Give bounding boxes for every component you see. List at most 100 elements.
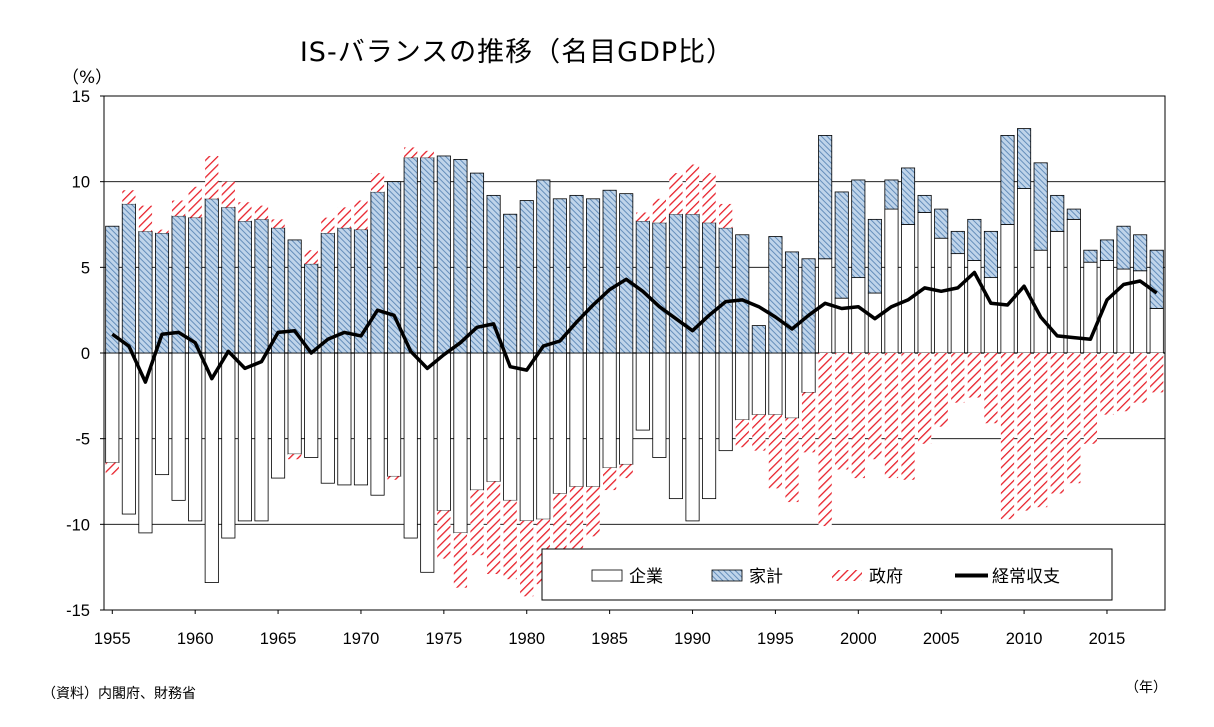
bar-household [884,179,899,210]
bar-household [901,167,916,225]
y-tick-label: -10 [66,516,90,534]
legend-swatch-corporate [591,569,623,582]
bar-household [1050,194,1065,232]
bar-household [436,155,451,354]
bar-government [387,476,401,480]
x-tick-label: 2010 [1006,630,1043,648]
bar-household [967,218,982,261]
bar-government [420,150,434,158]
x-tick-label: 1995 [757,630,794,648]
bar-government [735,419,749,448]
y-tick-label: 0 [81,345,90,363]
bar-corporate [801,352,816,393]
bar-household [1017,128,1032,189]
bar-household [403,157,418,354]
legend-box [541,548,1113,601]
bar-household [950,230,965,255]
bar-corporate [237,352,252,522]
bar-government [1150,353,1164,393]
x-tick-label: 1985 [591,630,628,648]
bar-corporate [121,352,136,515]
bar-corporate [768,352,783,416]
bar-household [138,230,153,354]
bar-corporate [1116,268,1131,354]
bar-household [304,263,319,354]
bar-household [668,213,683,354]
bar-corporate [917,212,932,354]
bar-corporate [934,237,949,354]
bar-corporate [486,352,501,482]
bar-government [470,490,484,556]
bars [105,128,1164,597]
bar-corporate [221,352,236,539]
bar-corporate [436,352,451,512]
y-axis-ticks: 15 10 5 0 -5 -10 -15 [66,88,104,620]
bar-government [984,353,998,424]
bar-household [503,213,518,354]
bar-government [934,353,948,427]
bar-corporate [271,352,286,479]
bar-government [553,493,567,552]
bar-corporate [387,352,402,477]
bar-corporate [403,352,418,539]
bar-corporate [353,352,368,486]
bar-corporate [1149,308,1164,354]
bar-household [702,222,717,354]
bar-government [917,353,932,444]
bar-government [370,173,385,192]
bar-corporate [1066,218,1081,354]
legend: 企業 家計 政府 経常収支 [541,548,1113,601]
bar-corporate [1000,224,1015,354]
bar-corporate [884,208,899,354]
bar-household [1133,234,1148,272]
x-tick-label: 2005 [923,630,960,648]
bar-household [1066,208,1081,220]
bar-household [801,258,816,354]
bar-household [1149,249,1164,309]
bar-government [486,481,501,575]
bar-corporate [751,352,766,416]
bar-corporate [652,352,667,458]
y-tick-label: -15 [66,602,90,620]
bar-household [469,172,485,354]
x-axis-ticks: 1955 1960 1965 1970 1975 1980 1985 1990 1995 2000… [94,610,1125,648]
bar-corporate [602,352,617,469]
bar-government [321,217,335,234]
bar-household [188,217,203,354]
bar-government [205,155,219,199]
bar-household [834,191,849,299]
bar-corporate [983,277,998,354]
bar-government [851,353,865,479]
y-tick-label: 15 [72,88,90,106]
bar-government [719,203,733,228]
bar-household [204,198,219,354]
bar-corporate [586,352,601,488]
bar-corporate [901,224,916,354]
bar-corporate [950,253,965,354]
bar-household [287,239,302,354]
bar-government [404,147,418,158]
bar-household [619,193,634,354]
bar-government [569,486,584,549]
bar-household [1000,135,1015,225]
bar-government [520,520,534,597]
bar-government [1034,353,1048,508]
bar-government [1116,353,1131,412]
bar-household [851,179,866,279]
bar-household [784,251,800,354]
bar-government [238,202,252,222]
bar-government [337,207,352,228]
x-tick-label: 1970 [343,630,380,648]
bar-corporate [635,352,650,431]
bar-household [934,208,949,239]
bar-corporate [171,352,186,501]
bar-corporate [569,352,584,488]
bar-household [751,325,766,354]
legend-swatch-household [711,569,743,582]
bar-government [586,486,600,537]
bar-corporate [453,352,468,534]
bar-corporate [420,352,435,573]
bar-household [519,200,534,354]
y-tick-label: 10 [72,174,90,192]
bar-household [768,236,783,354]
